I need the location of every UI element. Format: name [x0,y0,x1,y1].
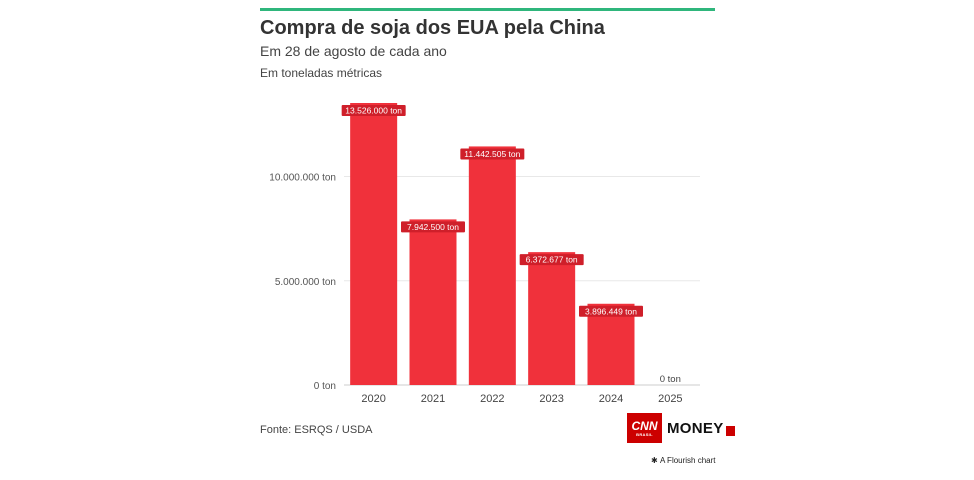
data-label: 7.942.500 ton [407,222,459,232]
data-label: 3.896.449 ton [585,306,637,316]
data-label: 0 ton [660,374,681,385]
x-tick-label: 2022 [480,393,504,405]
cnn-logo-icon: CNN BRASIL [627,413,662,443]
x-tick-label: 2021 [421,393,445,405]
data-label-background [460,148,525,160]
bar [468,146,516,385]
flourish-credit-text: A Flourish chart [659,456,716,465]
flourish-icon: ✱ [651,456,658,465]
x-tick-label: 2024 [599,393,623,405]
chart-card: Compra de soja dos EUA pela China Em 28 … [260,0,735,480]
unit-note: Em toneladas métricas [260,66,383,80]
bar [528,252,576,385]
source-note: Fonte: ESRQS / USDA [260,424,373,436]
data-label: 11.442.505 ton [464,149,520,159]
data-label-background [341,105,406,116]
money-logo-text: MONEY [667,419,724,437]
y-tick-label: 0 ton [314,381,336,392]
cnn-logo-subtext: BRASIL [636,431,653,437]
x-tick-label: 2025 [658,393,682,405]
data-label: 6.372.677 ton [526,255,578,265]
x-tick-label: 2023 [539,393,563,405]
data-label-background [579,305,643,317]
flourish-credit-link[interactable]: ✱ A Flourish chart [651,456,716,465]
data-label: 13.526.000 ton [345,106,402,116]
y-tick-label: 5.000.000 ton [275,277,336,288]
bar [409,219,457,385]
cnn-logo-text: CNN [631,418,658,433]
bar [350,103,398,385]
money-chart-icon [725,426,735,436]
cnn-money-logo[interactable]: CNN BRASIL MONEY [627,413,735,443]
chart-subtitle: Em 28 de agosto de cada ano [260,43,447,59]
y-tick-label: 10.000.000 ton [269,173,336,184]
bar-chart: 0 ton 5.000.000 ton 10.000.000 ton 2020 13.5… [269,103,700,405]
bar [587,303,635,385]
accent-bar [260,8,715,11]
data-label-background [519,254,584,266]
x-tick-label: 2020 [361,393,385,405]
data-label-background [401,221,465,233]
chart-title: Compra de soja dos EUA pela China [260,17,605,39]
